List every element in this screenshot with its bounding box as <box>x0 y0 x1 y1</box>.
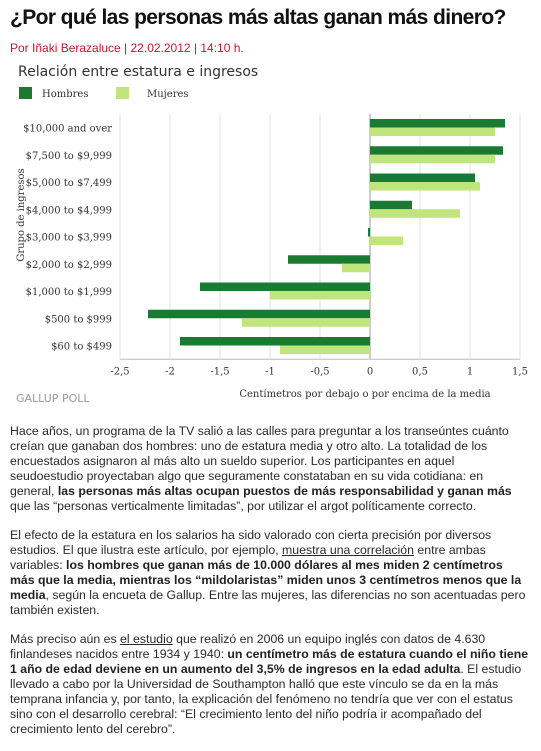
bar-hombres <box>200 282 370 291</box>
article-title: ¿Por qué las personas más altas ganan má… <box>10 6 506 29</box>
legend-swatch-mujeres <box>116 87 129 99</box>
bar-mujeres <box>370 236 403 245</box>
y-tick-label: $7,500 to $9,999 <box>26 151 112 162</box>
article-body: Hace años, un programa de la TV salió a … <box>10 424 530 751</box>
bar-mujeres <box>370 154 495 164</box>
labels: -2,5 -2 -1,5 -1 -0,5 0 0,5 1 1,5 $10,000 and over… <box>23 124 528 378</box>
y-tick-label: $3,000 to $3,999 <box>26 233 112 244</box>
chart-title: Relación entre estatura e ingresos <box>18 64 258 80</box>
height-income-chart: Relación entre estatura e ingresos Hombr… <box>10 56 532 408</box>
bar-hombres <box>288 255 370 264</box>
x-tick-label: 1,5 <box>512 366 528 377</box>
bar-hombres <box>370 173 475 182</box>
x-tick-label: -1 <box>265 366 275 377</box>
paragraph-3: Más preciso aún es el estudio que realiz… <box>10 632 529 736</box>
legend-label-hombres: Hombres <box>42 89 88 100</box>
bar-hombres <box>180 337 370 346</box>
legend-swatch-hombres <box>19 87 32 99</box>
x-tick-label: -1,5 <box>210 366 229 377</box>
bar-mujeres <box>370 127 495 136</box>
legend-label-mujeres: Mujeres <box>147 89 189 100</box>
correlation-link[interactable]: muestra una correlación <box>282 543 414 557</box>
x-tick-label: 0,5 <box>412 366 428 377</box>
x-tick-label: 0 <box>367 366 373 377</box>
y-tick-label: $2,000 to $2,999 <box>26 260 112 271</box>
article-byline: Por Iñaki Berazaluce | 22.02.2012 | 14:1… <box>10 41 244 55</box>
study-link[interactable]: el estudio <box>120 632 173 646</box>
source-label: GALLUP POLL <box>16 392 90 405</box>
x-tick-label: -2 <box>165 366 175 377</box>
y-tick-label: $500 to $999 <box>45 314 112 325</box>
y-tick-label: $60 to $499 <box>51 342 112 353</box>
y-tick-label: $1,000 to $1,999 <box>26 287 112 298</box>
bar-hombres <box>148 309 370 319</box>
bar-mujeres <box>242 318 370 327</box>
bar-mujeres <box>280 345 370 354</box>
y-tick-label: $10,000 and over <box>23 124 112 135</box>
bar-hombres <box>370 146 503 155</box>
y-tick-label: $4,000 to $4,999 <box>26 205 112 216</box>
chart-svg: Relación entre estatura e ingresos Hombr… <box>16 64 528 405</box>
y-axis-title: Grupo de ingresos <box>16 168 27 261</box>
bar-mujeres <box>370 182 480 191</box>
bar-mujeres <box>370 209 460 218</box>
bar-mujeres <box>342 263 370 273</box>
x-axis-title: Centímetros por debajo o por encima de l… <box>239 389 490 400</box>
bar-mujeres <box>270 291 370 300</box>
bar-hombres <box>370 200 412 210</box>
bars <box>148 119 505 354</box>
x-tick-label: -2,5 <box>110 366 129 377</box>
legend: Hombres Mujeres <box>19 87 189 100</box>
x-tick-label: 1 <box>467 366 473 377</box>
x-tick-label: -0,5 <box>310 366 329 377</box>
paragraph-1: Hace años, un programa de la TV salió a … <box>10 424 512 513</box>
bar-hombres <box>368 228 370 237</box>
paragraph-2: El efecto de la estatura en los salarios… <box>10 528 526 617</box>
y-tick-label: $5,000 to $7,499 <box>26 178 112 189</box>
bar-hombres <box>370 119 505 128</box>
